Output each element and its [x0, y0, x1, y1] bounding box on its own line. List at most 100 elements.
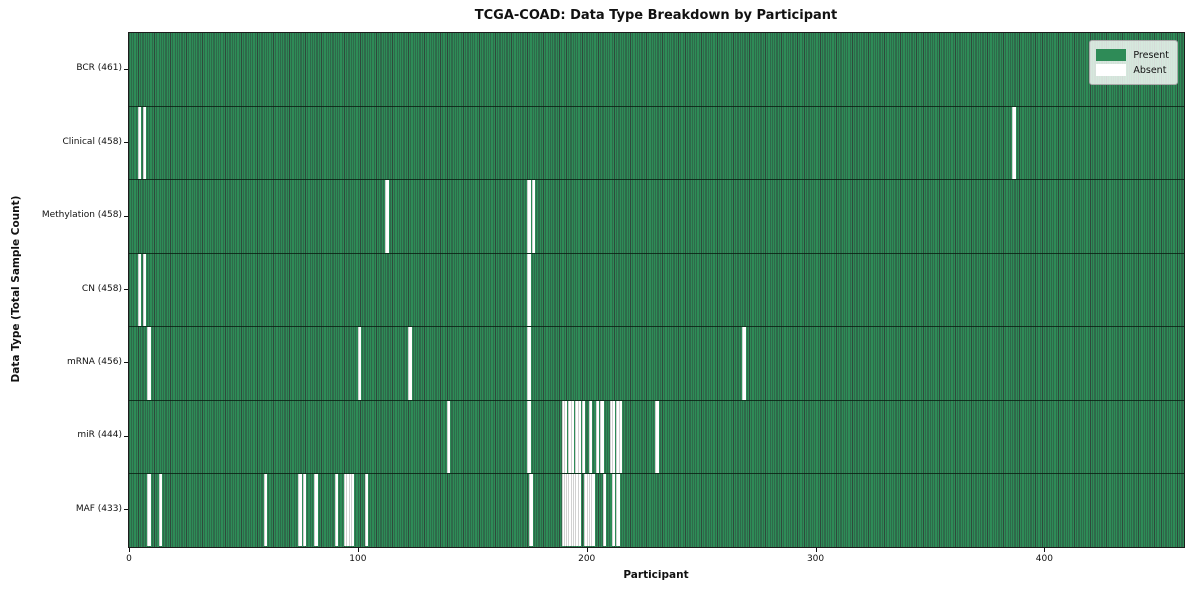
legend-label-present: Present — [1133, 49, 1169, 61]
x-tick-label: 400 — [1035, 554, 1053, 564]
absent-mark — [385, 180, 389, 253]
x-axis-label: Participant — [623, 569, 689, 581]
x-tick-label: 200 — [578, 554, 596, 564]
y-tick-mark — [124, 289, 128, 290]
absent-mark — [561, 474, 565, 547]
absent-mark — [582, 400, 586, 473]
absent-mark — [616, 474, 620, 547]
absent-mark — [595, 400, 600, 473]
x-tick-label: 300 — [806, 554, 825, 564]
absent-mark — [447, 400, 451, 473]
y-tick-mark — [124, 362, 128, 364]
absent-mark — [147, 327, 151, 400]
absent-mark — [566, 474, 570, 547]
chart-title: TCGA-COAD: Data Type Breakdown by Partic… — [474, 8, 838, 23]
y-tick-label: MAF (433) — [75, 503, 122, 514]
y-tick-mark — [124, 215, 128, 217]
absent-mark — [572, 474, 577, 547]
x-tick-label: 0 — [126, 554, 132, 564]
absent-mark — [568, 474, 572, 547]
x-tick-mark — [586, 548, 588, 552]
y-tick-label: mRNA (456) — [67, 356, 122, 367]
absent-mark — [408, 327, 412, 400]
present-swatch-icon — [1096, 49, 1127, 61]
row-separator — [129, 252, 1184, 254]
plot-area: Present Absent — [128, 32, 1185, 548]
absent-mark — [357, 327, 362, 400]
x-tick-label: 100 — [349, 554, 367, 564]
x-tick-mark — [129, 548, 130, 552]
absent-mark — [575, 400, 579, 473]
absent-mark — [588, 474, 593, 547]
absent-mark — [350, 474, 355, 547]
absent-mark — [298, 474, 302, 547]
y-tick-label: Methylation (458) — [41, 210, 122, 221]
absent-mark — [570, 474, 574, 547]
y-tick-mark — [124, 509, 128, 511]
y-tick-label: CN (458) — [81, 283, 122, 294]
legend-item-present: Present — [1096, 49, 1169, 61]
absent-mark — [138, 107, 142, 180]
absent-mark — [602, 474, 607, 547]
absent-mark — [527, 180, 531, 253]
absent-mark — [264, 474, 268, 547]
absent-mark — [302, 474, 307, 547]
absent-mark — [563, 474, 568, 547]
absent-mark — [577, 474, 581, 547]
legend: Present Absent — [1089, 40, 1178, 85]
absent-mark — [527, 327, 531, 400]
legend-label-absent: Absent — [1133, 64, 1167, 76]
absent-mark — [138, 253, 142, 327]
absent-mark — [1012, 107, 1016, 180]
absent-mark — [158, 474, 163, 547]
absent-mark — [588, 400, 593, 473]
absent-mark — [142, 107, 147, 180]
absent-mark — [527, 400, 531, 473]
absent-mark — [600, 400, 604, 473]
absent-mark — [346, 474, 350, 547]
absent-swatch-icon — [1096, 64, 1127, 76]
absent-mark — [344, 474, 348, 547]
y-tick-label: BCR (461) — [76, 63, 122, 74]
absent-mark — [611, 400, 616, 473]
absent-mark — [618, 400, 623, 473]
absent-mark — [570, 400, 574, 473]
row-separator — [129, 473, 1184, 475]
absent-mark — [563, 400, 568, 473]
x-tick-mark — [1044, 548, 1046, 552]
y-tick-mark — [124, 142, 128, 144]
absent-mark — [561, 400, 565, 473]
y-tick-mark — [124, 435, 128, 437]
absent-mark — [364, 474, 369, 547]
absent-mark — [527, 253, 531, 327]
row-separator — [129, 105, 1184, 107]
absent-mark — [142, 253, 147, 327]
x-tick-mark — [357, 548, 359, 552]
absent-mark — [575, 474, 579, 547]
absent-mark — [147, 474, 151, 547]
absent-mark — [568, 400, 572, 473]
row-separator — [129, 326, 1184, 328]
absent-mark — [586, 474, 591, 547]
absent-mark — [577, 400, 581, 473]
y-tick-label: Clinical (458) — [62, 136, 122, 147]
absent-mark — [655, 400, 659, 473]
legend-item-absent: Absent — [1096, 64, 1169, 76]
absent-mark — [314, 474, 318, 547]
y-tick-mark — [124, 68, 128, 70]
absent-mark — [334, 474, 339, 547]
absent-mark — [609, 400, 613, 473]
row-separator — [129, 179, 1184, 181]
y-tick-label: miR (444) — [77, 430, 122, 441]
x-tick-mark — [815, 548, 817, 552]
absent-mark — [531, 180, 536, 253]
absent-mark — [616, 400, 620, 473]
absent-mark — [742, 327, 746, 400]
absent-mark — [591, 474, 595, 547]
absent-mark — [529, 474, 533, 547]
absent-mark — [584, 474, 588, 547]
row-separator — [129, 399, 1184, 401]
absent-mark — [611, 474, 616, 547]
absent-mark — [348, 474, 353, 547]
